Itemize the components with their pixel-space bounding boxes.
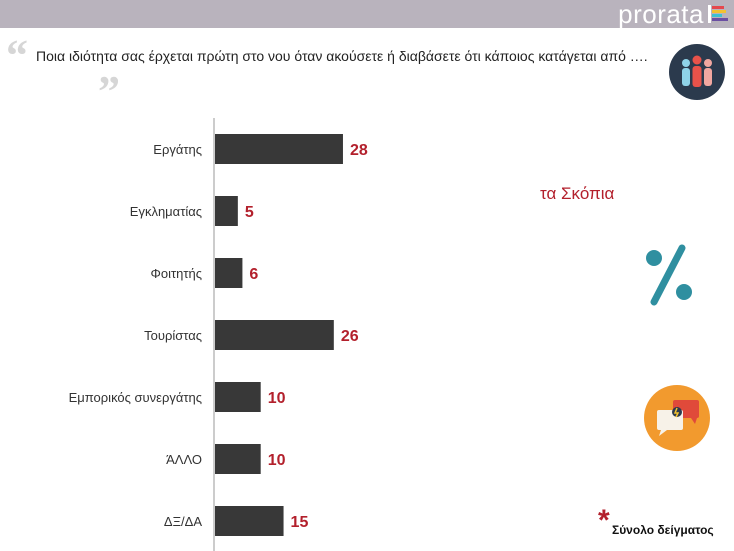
people-icon bbox=[669, 44, 725, 100]
value-label: 5 bbox=[245, 204, 254, 221]
category-label: Εγκληματίας bbox=[130, 204, 202, 219]
value-label: 10 bbox=[268, 390, 286, 407]
footnote-text: Σύνολο δείγματος bbox=[612, 523, 714, 537]
brand-mark-icon bbox=[708, 5, 728, 23]
value-label: 26 bbox=[341, 328, 359, 345]
value-label: 28 bbox=[350, 142, 368, 159]
category-label: Εμπορικός συνεργάτης bbox=[69, 390, 202, 405]
location-label: τα Σκόπια bbox=[540, 184, 615, 203]
value-label: 6 bbox=[249, 266, 258, 283]
top-bar: prorata bbox=[0, 0, 734, 28]
category-label: ΆΛΛΟ bbox=[166, 452, 202, 467]
bar bbox=[215, 320, 334, 350]
open-quote-icon: “ bbox=[6, 31, 28, 80]
percent-icon bbox=[646, 244, 692, 306]
value-label: 10 bbox=[268, 452, 286, 469]
footnote-star-icon: * bbox=[598, 504, 610, 537]
category-label: Τουρίστας bbox=[144, 328, 202, 343]
bar bbox=[215, 134, 343, 164]
brand-logo-text: prorata bbox=[618, 0, 704, 29]
chat-bubbles-icon bbox=[644, 385, 710, 451]
survey-question: Ποια ιδιότητα σας έρχεται πρώτη στο νου … bbox=[36, 48, 648, 64]
bar bbox=[215, 444, 261, 474]
category-label: Εργάτης bbox=[153, 142, 202, 157]
category-label: ΔΞ/ΔΑ bbox=[164, 514, 202, 529]
bar-chart: Εργάτης 28 Εγκληματίας 5 Φοιτητής 6 Τουρίστας 2… bbox=[69, 118, 368, 551]
bar bbox=[215, 258, 243, 288]
bar bbox=[215, 196, 238, 226]
bar bbox=[215, 382, 261, 412]
category-label: Φοιτητής bbox=[151, 266, 203, 281]
bar bbox=[215, 506, 284, 536]
bars-group: Εργάτης 28 Εγκληματίας 5 Φοιτητής 6 Τουρίστας 2… bbox=[69, 134, 368, 536]
close-quote-icon: ” bbox=[98, 67, 120, 116]
value-label: 15 bbox=[291, 514, 309, 531]
